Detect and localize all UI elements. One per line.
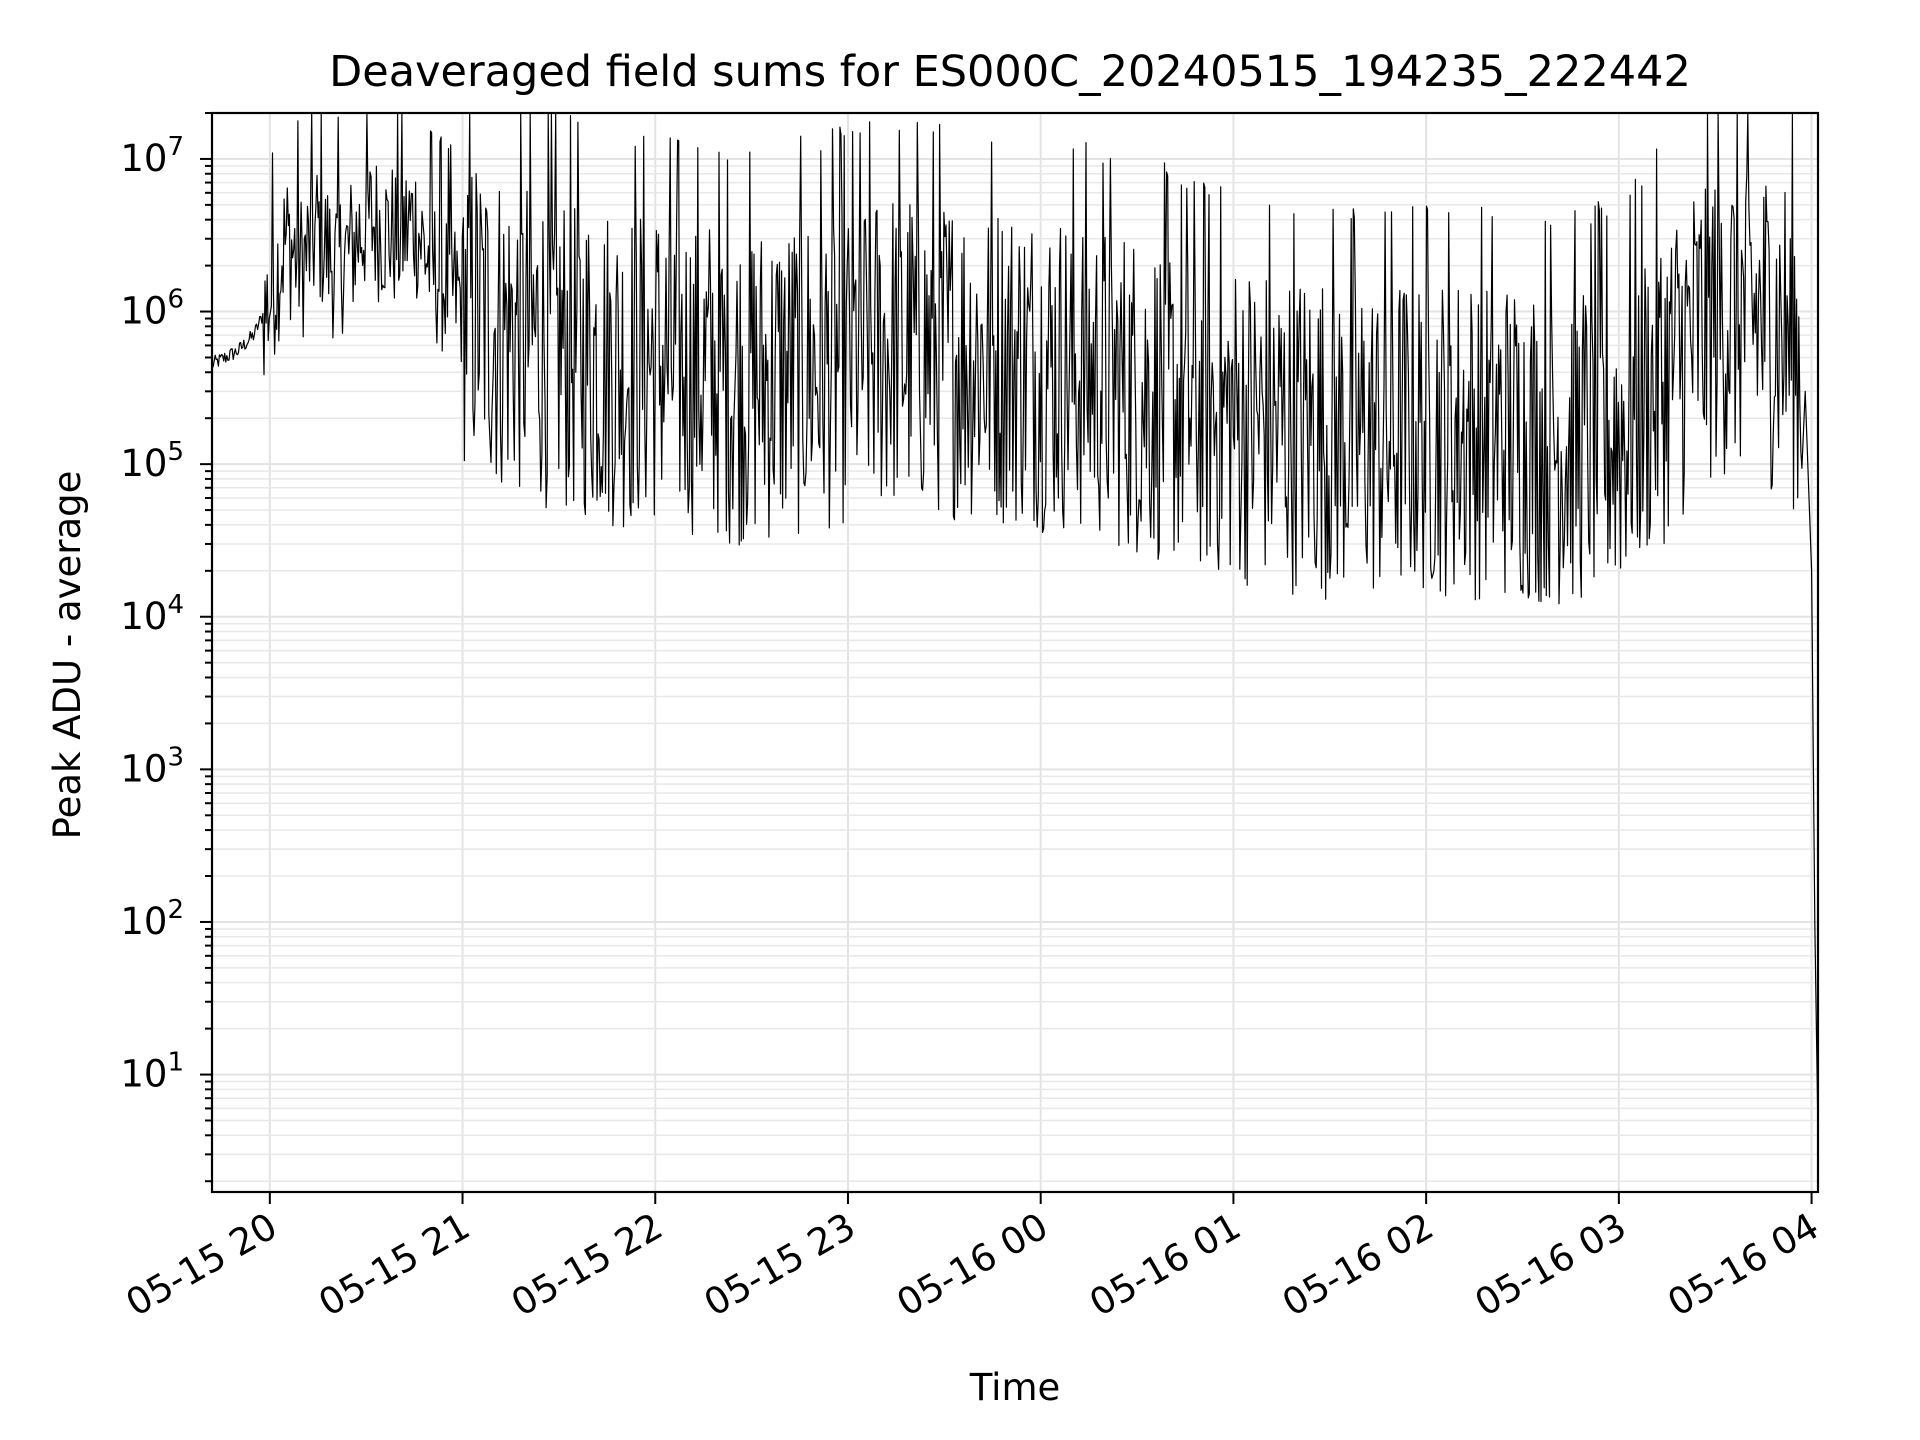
y-tick-base: 10	[120, 290, 167, 333]
y-tick-label: 103	[120, 742, 184, 790]
y-tick-exponent: 7	[167, 132, 184, 162]
y-tick-label: 105	[120, 437, 184, 485]
y-tick-label: 104	[120, 590, 184, 638]
series-line	[211, 112, 1819, 1136]
y-tick-base: 10	[120, 900, 167, 943]
plot-frame	[210, 111, 1820, 1194]
x-axis-label: Time	[969, 1366, 1061, 1409]
y-tick-exponent: 3	[167, 742, 184, 772]
y-tick-label: 102	[120, 895, 184, 943]
y-tick-base: 10	[120, 1053, 167, 1096]
y-tick-label: 107	[120, 132, 184, 180]
y-tick-base: 10	[120, 137, 167, 180]
y-tick-label: 101	[120, 1048, 184, 1096]
chart-title: Deaveraged field sums for ES000C_2024051…	[329, 47, 1691, 97]
y-tick-exponent: 5	[167, 437, 184, 467]
y-tick-exponent: 6	[167, 285, 184, 315]
y-tick-label: 106	[120, 285, 184, 333]
y-tick-exponent: 4	[167, 590, 184, 620]
y-tick-base: 10	[120, 595, 167, 638]
y-tick-base: 10	[120, 747, 167, 790]
axis-ticks	[200, 112, 1813, 1204]
y-axis-label: Peak ADU - average	[46, 471, 89, 840]
series-layer	[211, 112, 1819, 1136]
y-tick-exponent: 2	[167, 895, 184, 925]
y-tick-base: 10	[120, 442, 167, 485]
y-tick-exponent: 1	[167, 1048, 184, 1078]
